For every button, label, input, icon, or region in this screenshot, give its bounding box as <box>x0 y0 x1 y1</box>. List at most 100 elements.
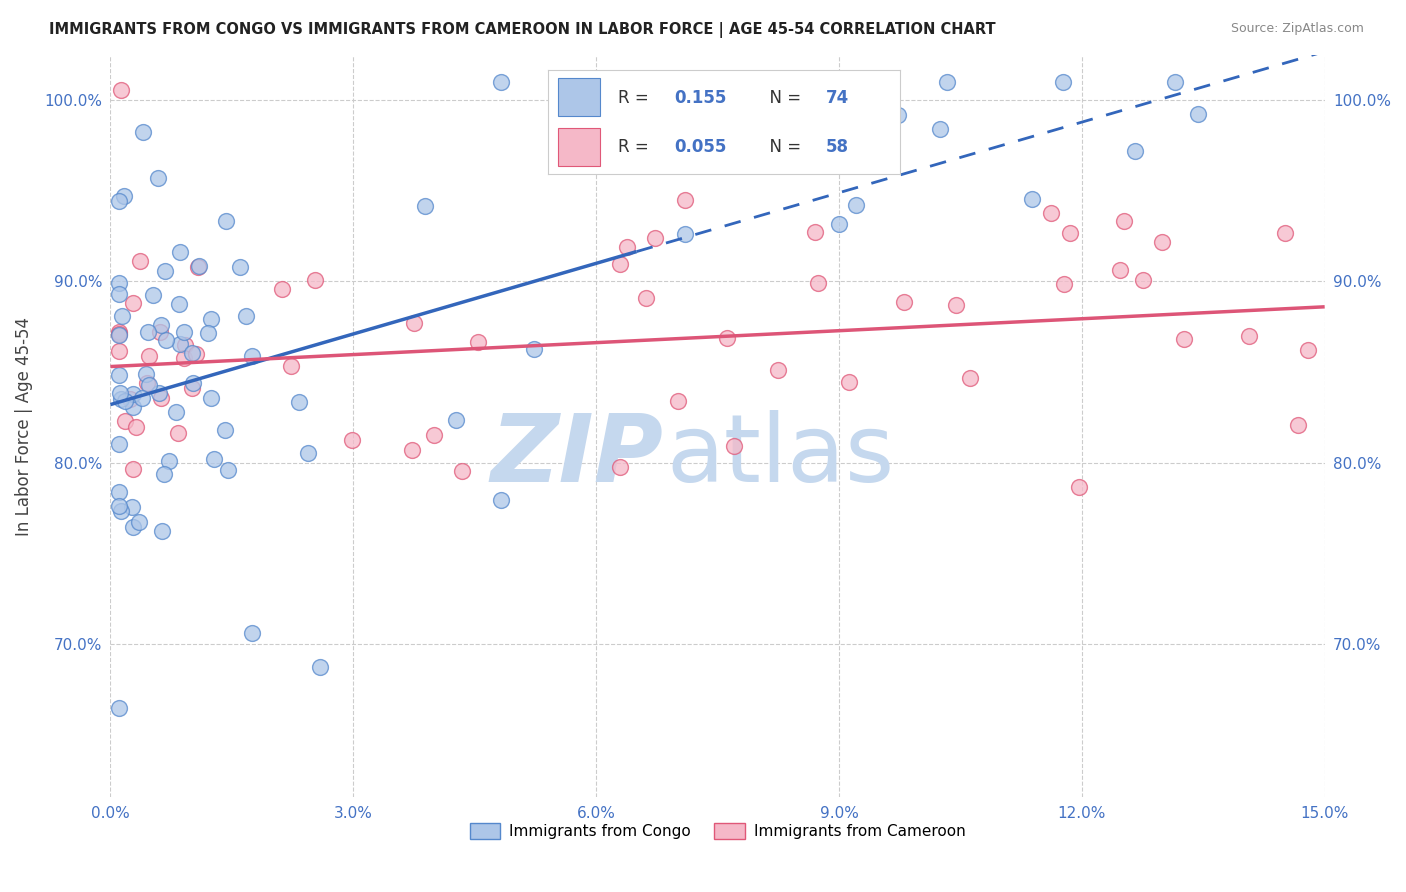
Point <box>214 423 236 437</box>
Point <box>450 464 472 478</box>
Point <box>1132 273 1154 287</box>
Point <box>169 337 191 351</box>
Point <box>150 392 173 406</box>
Point <box>766 363 789 377</box>
Point <box>187 260 209 275</box>
Point <box>401 443 423 458</box>
Point <box>1152 235 1174 249</box>
Point <box>467 334 489 349</box>
Point <box>1286 417 1309 432</box>
Point <box>128 515 150 529</box>
Point <box>167 425 190 440</box>
Point <box>733 152 755 166</box>
Point <box>845 198 868 212</box>
Point <box>716 331 738 345</box>
Text: IMMIGRANTS FROM CONGO VS IMMIGRANTS FROM CAMEROON IN LABOR FORCE | AGE 45-54 COR: IMMIGRANTS FROM CONGO VS IMMIGRANTS FROM… <box>49 22 995 38</box>
Point <box>288 395 311 409</box>
Point <box>107 344 129 359</box>
Point <box>634 291 657 305</box>
Point <box>413 199 436 213</box>
Point <box>173 351 195 366</box>
Point <box>217 463 239 477</box>
Point <box>235 309 257 323</box>
Point <box>107 437 129 451</box>
Point <box>945 298 967 312</box>
Point <box>187 259 209 273</box>
Point <box>1274 226 1296 240</box>
Point <box>609 256 631 270</box>
Point <box>804 226 827 240</box>
Point <box>107 499 129 513</box>
Point <box>153 264 176 278</box>
Point <box>1296 343 1319 357</box>
Point <box>423 427 446 442</box>
Point <box>167 297 190 311</box>
Point <box>181 381 204 395</box>
Point <box>169 244 191 259</box>
Text: ZIP: ZIP <box>491 410 662 502</box>
Point <box>107 276 129 290</box>
Point <box>616 240 638 254</box>
Point <box>108 325 131 339</box>
Point <box>121 387 143 401</box>
Point <box>202 452 225 467</box>
Point <box>181 376 204 390</box>
Point <box>1108 262 1130 277</box>
Point <box>830 83 852 97</box>
Point <box>1059 227 1081 241</box>
Point <box>149 325 172 339</box>
Point <box>1069 480 1091 494</box>
Point <box>240 349 263 363</box>
Point <box>131 391 153 405</box>
Legend: Immigrants from Congo, Immigrants from Cameroon: Immigrants from Congo, Immigrants from C… <box>464 817 972 846</box>
Point <box>1040 206 1063 220</box>
Point <box>723 438 745 452</box>
Point <box>297 445 319 459</box>
Point <box>342 434 364 448</box>
Point <box>200 312 222 326</box>
Point <box>1123 144 1146 158</box>
Point <box>107 194 129 209</box>
Point <box>197 326 219 340</box>
Point <box>1021 192 1043 206</box>
Point <box>110 83 132 97</box>
Point <box>138 350 160 364</box>
Point <box>673 227 696 241</box>
Point <box>893 294 915 309</box>
Point <box>271 282 294 296</box>
Point <box>121 500 143 514</box>
Point <box>138 378 160 392</box>
Point <box>673 193 696 207</box>
Point <box>110 503 132 517</box>
Point <box>157 454 180 468</box>
Point <box>838 376 860 390</box>
Point <box>444 413 467 427</box>
Point <box>489 492 512 507</box>
Point <box>1114 214 1136 228</box>
Point <box>489 75 512 89</box>
Point <box>309 660 332 674</box>
Point <box>1053 277 1076 292</box>
Point <box>1239 328 1261 343</box>
Point <box>122 462 145 476</box>
Point <box>215 214 238 228</box>
Point <box>936 75 959 89</box>
Point <box>404 316 426 330</box>
Point <box>107 287 129 301</box>
Point <box>1187 107 1209 121</box>
Point <box>165 404 187 418</box>
Point <box>122 520 145 534</box>
Point <box>173 325 195 339</box>
Point <box>155 333 177 347</box>
Point <box>929 121 952 136</box>
Point <box>1164 75 1187 89</box>
Point <box>122 400 145 414</box>
Point <box>150 318 173 332</box>
Point <box>184 347 207 361</box>
Point <box>240 625 263 640</box>
Point <box>114 394 136 409</box>
Point <box>887 108 910 122</box>
Point <box>107 701 129 715</box>
Point <box>609 460 631 475</box>
Point <box>120 392 142 406</box>
